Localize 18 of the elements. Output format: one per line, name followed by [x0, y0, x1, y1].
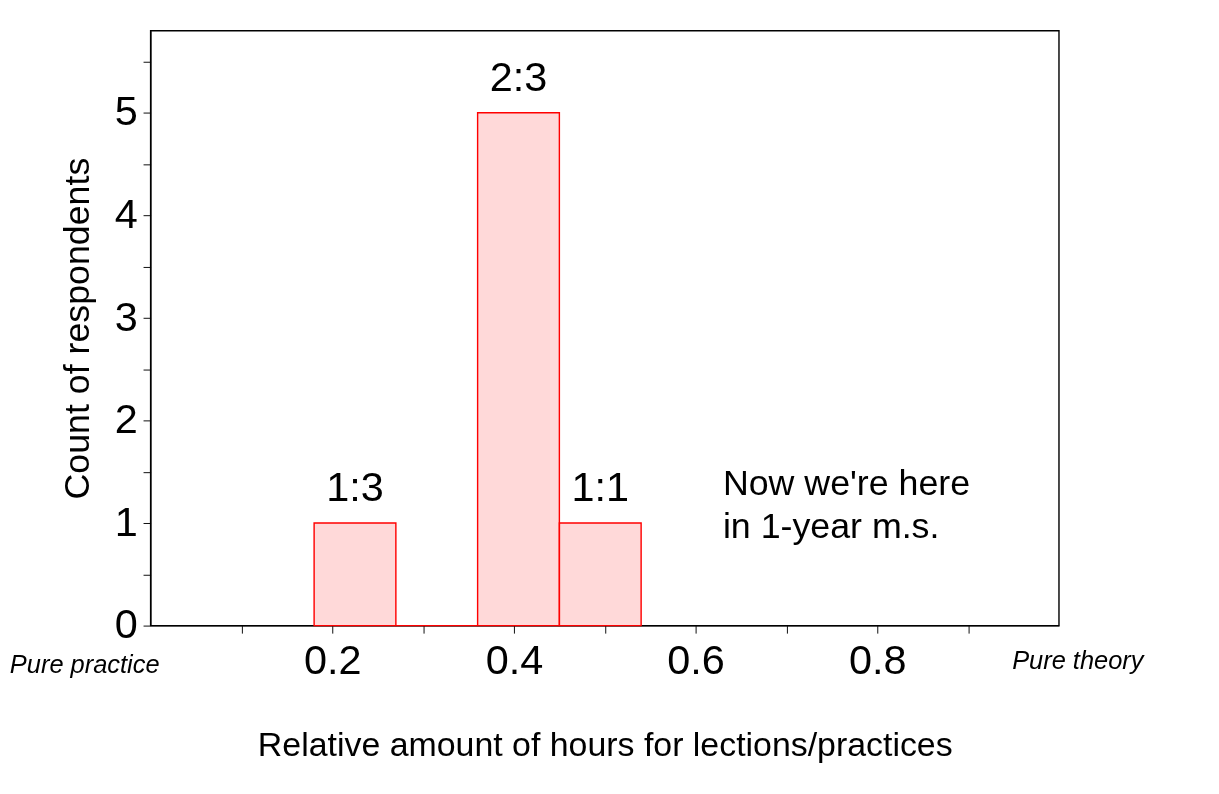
text: Pure theory	[1012, 645, 1145, 674]
y-axis-title: Count of respondents	[56, 157, 97, 500]
annotation: Now we're here in 1-year m.s.	[722, 462, 971, 546]
annotation: 1:1	[571, 464, 630, 511]
x-tick-label: 0.4	[485, 637, 544, 684]
x-tick-label: 0.2	[303, 637, 362, 684]
x-tick-label: 0.6	[667, 637, 725, 684]
text: Pure practice	[9, 649, 160, 678]
y-tick-label: 3	[114, 293, 138, 340]
x-axis-title: Relative amount of hours for lections/practices	[257, 724, 953, 763]
annotation: 1:3	[326, 464, 384, 511]
annotation: 2:3	[489, 54, 548, 101]
y-tick-label: 4	[114, 191, 138, 238]
y-tick-label: 2	[114, 396, 138, 443]
x-tick-label: 0.8	[848, 637, 907, 684]
y-tick-label: 0	[114, 601, 138, 648]
y-tick-label: 1	[114, 498, 138, 545]
y-tick-label: 5	[114, 88, 138, 135]
